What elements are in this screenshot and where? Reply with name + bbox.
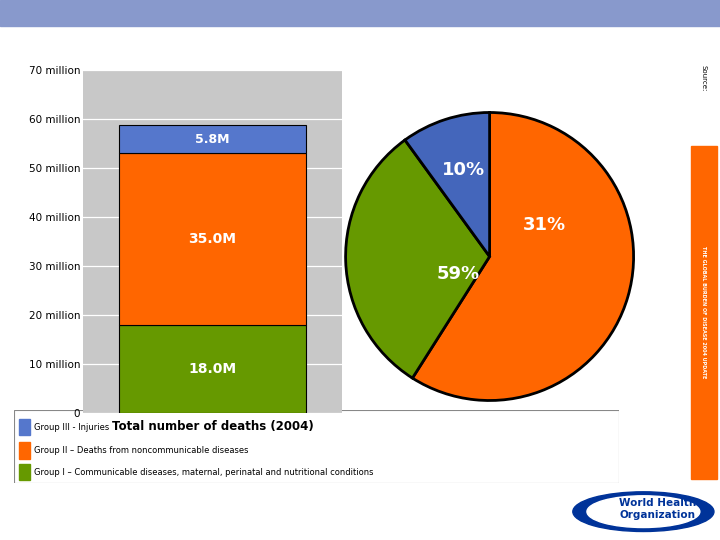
Text: 35.0M: 35.0M [189,232,236,246]
Bar [691,146,717,479]
Bar [119,325,306,413]
Wedge shape [346,140,490,378]
Text: World Health
Organization: World Health Organization [618,498,696,519]
Wedge shape [413,112,634,401]
X-axis label: Total number of deaths (2004): Total number of deaths (2004) [112,420,313,433]
Text: 18.0M: 18.0M [189,362,236,376]
Text: THE GLOBAL BURDEN OF DISEASE 2004 UPDATE: THE GLOBAL BURDEN OF DISEASE 2004 UPDATE [701,246,706,379]
Circle shape [573,492,714,531]
Text: 59%: 59% [436,265,480,283]
Wedge shape [405,112,490,256]
Bar [19,419,30,435]
Text: NCDs: An Overview – Dr Ala Alwan - First International Seminar on the Public Hea: NCDs: An Overview – Dr Ala Alwan - First… [5,502,413,521]
Text: 31%: 31% [523,216,566,234]
Text: 5.8M: 5.8M [195,133,230,146]
Circle shape [587,496,700,528]
Bar [0,0,720,25]
Bar [119,125,306,153]
Text: The global magnitude of deaths from noncommunicable diseases (2004): The global magnitude of deaths from nonc… [9,28,608,43]
Bar [19,464,30,481]
Text: 10%: 10% [442,161,485,179]
Text: Group III - Injuries: Group III - Injuries [35,423,109,431]
Text: Group I – Communicable diseases, maternal, perinatal and nutritional conditions: Group I – Communicable diseases, materna… [35,468,374,477]
Bar [119,153,306,325]
Text: Source:: Source: [701,65,707,92]
Bar [19,442,30,458]
Text: Group II – Deaths from noncommunicable diseases: Group II – Deaths from noncommunicable d… [35,446,249,455]
